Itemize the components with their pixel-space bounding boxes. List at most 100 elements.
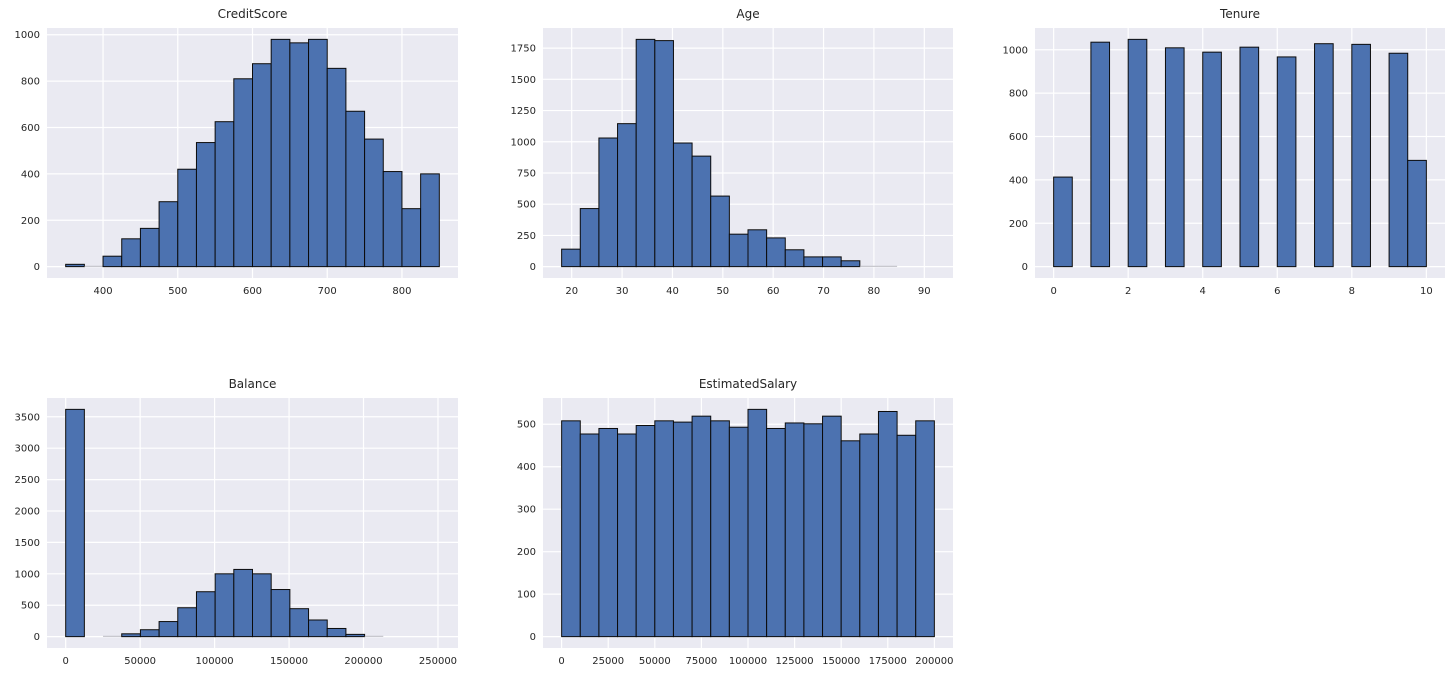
histogram-bar [364, 138, 384, 268]
x-tick-label: 175000 [869, 656, 907, 667]
y-tick-label: 0 [530, 632, 536, 643]
y-tick-label: 0 [530, 262, 536, 273]
histogram-bar [617, 123, 637, 268]
x-tick-label: 0 [558, 656, 564, 667]
x-tick-label: 8 [1349, 286, 1355, 297]
histogram-bar [1314, 43, 1334, 268]
y-tick-label: 800 [1009, 89, 1028, 100]
histogram-bar [308, 38, 328, 268]
y-tick-label: 200 [1009, 219, 1028, 230]
x-tick-label: 100000 [729, 656, 767, 667]
x-tick-label: 150000 [270, 656, 308, 667]
y-tick-label: 1750 [511, 44, 536, 55]
x-tick-label: 0 [1050, 286, 1056, 297]
histogram-bar [747, 229, 768, 268]
x-tick-label: 2 [1125, 286, 1131, 297]
histogram-bar [195, 142, 216, 268]
histogram-bar [233, 568, 253, 638]
histogram-bar [1388, 52, 1409, 268]
y-tick-label: 0 [1022, 262, 1028, 273]
chart-title-estimatedsalary: EstimatedSalary [698, 377, 798, 391]
y-tick-label: 500 [21, 601, 40, 612]
x-tick-label: 100000 [196, 656, 234, 667]
histogram-bar [784, 249, 805, 268]
x-tick-label: 800 [392, 286, 411, 297]
x-tick-label: 50 [716, 286, 729, 297]
histogram-bar [270, 589, 291, 638]
x-tick-label: 20 [565, 286, 578, 297]
y-tick-label: 3500 [15, 412, 40, 423]
histogram-bar [654, 40, 674, 268]
x-tick-label: 700 [318, 286, 337, 297]
histogram-bar [1090, 41, 1111, 268]
histogram-bar [803, 256, 824, 268]
x-tick-label: 500 [168, 286, 187, 297]
histogram-bar [158, 201, 179, 268]
x-tick-label: 90 [918, 286, 931, 297]
y-tick-label: 2000 [15, 507, 40, 518]
x-tick-label: 25000 [592, 656, 624, 667]
age-plot-area: 0 250 500 750 1000 1250 1500 1750 20 30 40 50 60 70 80… [511, 28, 953, 297]
histogram-bar-faint [859, 265, 879, 267]
y-tick-label: 1000 [1003, 45, 1028, 56]
x-tick-label: 125000 [775, 656, 813, 667]
histogram-bar [1276, 56, 1297, 268]
x-tick-label: 600 [243, 286, 262, 297]
chart-title-tenure: Tenure [1220, 7, 1260, 21]
x-tick-label: 200000 [344, 656, 382, 667]
histogram-bar [877, 410, 898, 638]
balance-plot-area: 0 500 1000 1500 2000 2500 3000 3500 0 50000 100000… [15, 398, 458, 667]
histogram-bar [251, 573, 272, 638]
histogram-bar [915, 420, 935, 638]
histogram-bar [326, 627, 347, 638]
x-tick-label: 80 [868, 286, 881, 297]
histogram-bar [598, 137, 619, 268]
histogram-bar [561, 248, 581, 268]
histogram-bar [710, 195, 730, 268]
histogram-bar [177, 607, 197, 638]
histogram-bar [252, 63, 272, 268]
chart-cell-estimatedsalary: EstimatedSalary 0 100 200 300 400 500 0 25000 50… [485, 338, 970, 676]
histogram-bar [672, 421, 693, 638]
histogram-bar [728, 233, 749, 268]
x-tick-label: 60 [767, 286, 780, 297]
histogram-bar [289, 608, 310, 638]
histogram-bar [121, 238, 141, 268]
histogram-bar [766, 427, 786, 638]
y-tick-label: 3000 [15, 444, 40, 455]
histogram-bar [840, 440, 861, 638]
chart-cell-balance: Balance 0 500 1000 1500 2000 2500 3000 3500 0 500… [0, 338, 485, 676]
y-tick-label: 600 [21, 123, 40, 134]
y-tick-label: 1000 [15, 569, 40, 580]
histogram-bar [102, 255, 123, 268]
x-tick-label: 150000 [822, 656, 860, 667]
x-tick-label: 70 [817, 286, 830, 297]
histogram-bar [747, 408, 768, 638]
chart-cell-age: Age 0 250 500 750 1000 1250 1500 1750 20 30 40 50 60… [485, 0, 970, 338]
histogram-bar [635, 425, 656, 638]
y-tick-label: 0 [34, 262, 40, 273]
histogram-bar [308, 619, 328, 638]
histogram-bar [1164, 47, 1185, 268]
histogram-bar [1053, 176, 1073, 268]
histogram-bar [270, 38, 291, 268]
histogram-bar [896, 434, 917, 638]
histogram-bar [326, 67, 347, 268]
y-tick-label: 200 [517, 547, 536, 558]
histogram-bar [579, 208, 600, 268]
x-tick-label: 10 [1420, 286, 1433, 297]
y-tick-label: 250 [517, 231, 536, 242]
histogram-bar [561, 420, 581, 638]
histogram-bar [214, 573, 235, 638]
histogram-bar [1127, 38, 1148, 268]
histogram-bar [233, 78, 253, 268]
x-tick-label: 30 [616, 286, 629, 297]
histogram-bar [1351, 43, 1371, 268]
histogram-bar [859, 433, 879, 638]
y-tick-label: 600 [1009, 132, 1028, 143]
histogram-bar-faint [878, 265, 898, 267]
chart-title-balance: Balance [228, 377, 277, 391]
y-tick-label: 100 [517, 590, 536, 601]
histogram-bar [840, 260, 861, 268]
